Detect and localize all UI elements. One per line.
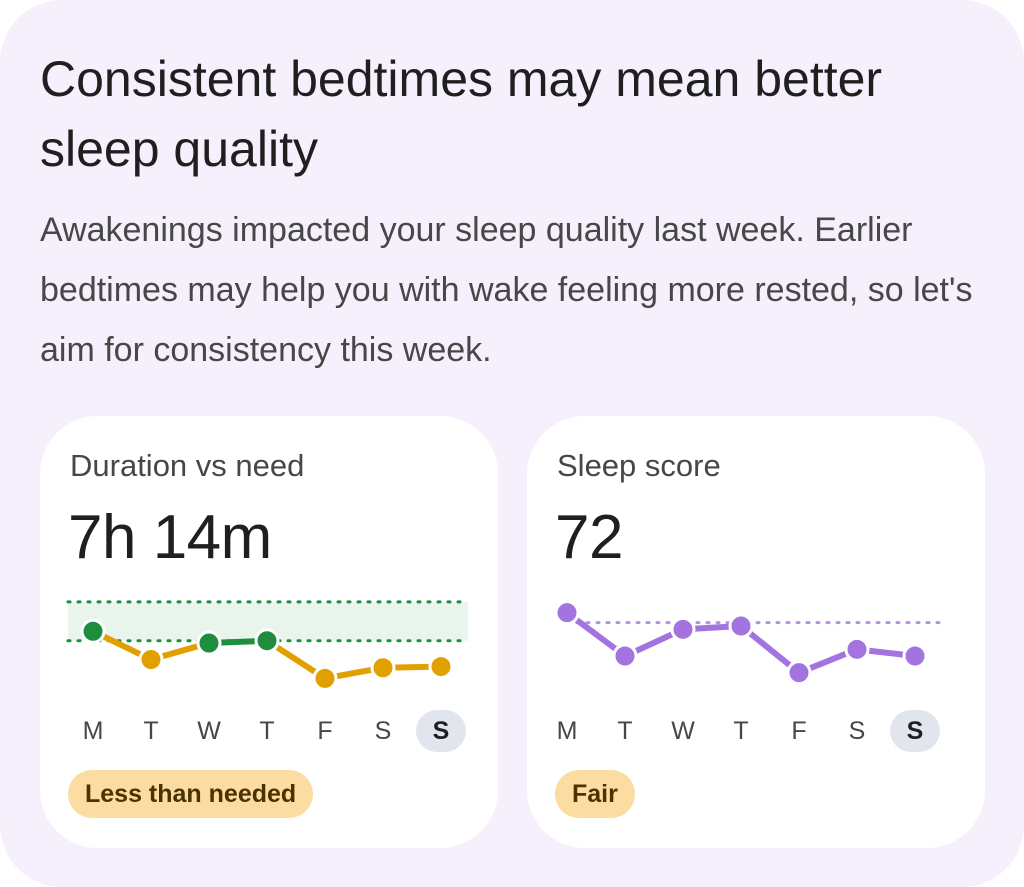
- score-card-title: Sleep score: [557, 448, 721, 483]
- duration-day-label-0: M: [82, 717, 104, 745]
- score-point-3: [728, 613, 754, 639]
- duration-day-label-3: T: [259, 717, 275, 745]
- duration-day-label-2: W: [197, 717, 221, 745]
- score-point-6: [902, 643, 928, 669]
- duration-point-6: [428, 654, 454, 680]
- score-day-label-5: S: [848, 717, 866, 745]
- score-day-label-6: S: [890, 710, 940, 752]
- duration-day-label-1: T: [143, 717, 159, 745]
- duration-chart: [66, 600, 470, 691]
- duration-value: 7h 14m: [68, 503, 272, 572]
- duration-point-1: [138, 647, 164, 673]
- score-status-badge: Fair: [555, 770, 635, 818]
- duration-day-label-5: S: [374, 717, 392, 745]
- duration-point-4: [312, 665, 338, 691]
- duration-point-5: [370, 655, 396, 681]
- duration-point-3: [254, 628, 280, 654]
- insight-title: Consistent bedtimes may mean better slee…: [40, 51, 883, 177]
- score-point-4: [786, 660, 812, 686]
- score-day-label-0: M: [556, 717, 578, 745]
- score-day-label-3: T: [733, 717, 749, 745]
- sleep-score-chart: [554, 600, 947, 686]
- duration-point-0: [80, 618, 106, 644]
- score-point-0: [554, 600, 580, 626]
- duration-card-title: Duration vs need: [70, 448, 305, 483]
- duration-day-label-6: S: [416, 710, 466, 752]
- duration-point-2: [196, 630, 222, 656]
- score-day-label-4: F: [791, 717, 807, 745]
- score-point-2: [670, 616, 696, 642]
- score-point-5: [844, 636, 870, 662]
- insight-body: Awakenings impacted your sleep quality l…: [40, 211, 973, 369]
- score-day-label-2: W: [671, 717, 695, 745]
- score-value: 72: [555, 503, 623, 572]
- score-point-1: [612, 643, 638, 669]
- score-day-label-1: T: [617, 717, 633, 745]
- duration-status-badge: Less than needed: [68, 770, 314, 818]
- duration-day-label-4: F: [317, 717, 333, 745]
